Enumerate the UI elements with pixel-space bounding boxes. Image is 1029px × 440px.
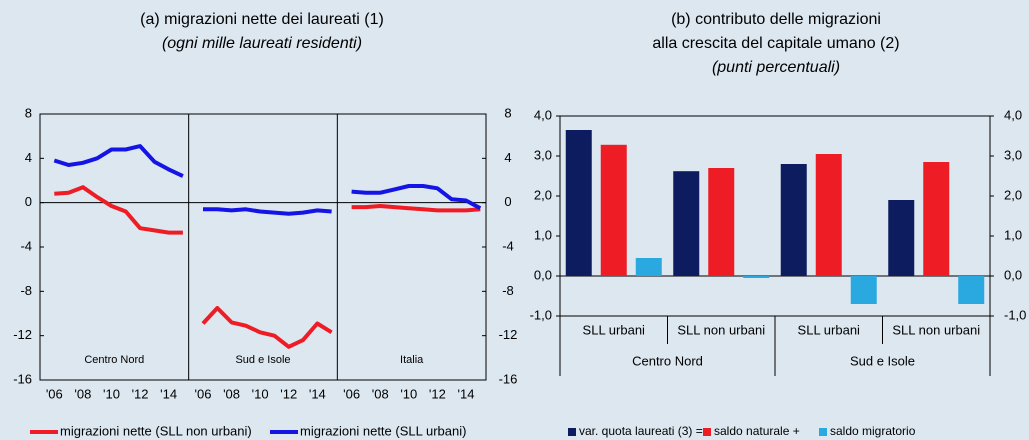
chart-title: alla crescita del capitale umano (2) — [652, 35, 899, 52]
legend-swatch — [819, 428, 827, 436]
line-series — [351, 204, 481, 213]
y-tick-label: 0,0 — [534, 267, 552, 282]
x-tick-label: '08 — [223, 386, 240, 401]
legend-label: saldo naturale + — [714, 424, 800, 438]
chart-title: (a) migrazioni nette dei laureati (1) — [140, 11, 384, 28]
y2-tick-label: 4 — [504, 150, 511, 165]
y2-tick-label: -4 — [502, 238, 514, 253]
bar — [815, 154, 842, 276]
y2-tick-label: 4,0 — [1004, 107, 1022, 122]
panel-label: Sud e Isole — [235, 354, 290, 366]
bar — [635, 258, 662, 276]
x-tick-label: SLL urbani — [583, 322, 646, 337]
x-tick-label: '12 — [429, 386, 446, 401]
legend-label: migrazioni nette (SLL urbani) — [300, 423, 466, 438]
x-tick-label: '14 — [309, 386, 326, 401]
x-tick-label: '12 — [280, 386, 297, 401]
legend-swatch — [703, 428, 711, 436]
line-series — [351, 184, 482, 210]
y2-tick-label: -8 — [502, 283, 514, 298]
x-tick-label: '10 — [103, 386, 120, 401]
x-tick-label: SLL non urbani — [677, 322, 765, 337]
bar — [850, 276, 877, 304]
line-series — [54, 185, 183, 235]
y2-tick-label: -16 — [499, 371, 518, 386]
x-tick-label: SLL non urbani — [892, 322, 980, 337]
x-tick-label: '06 — [46, 386, 63, 401]
x-tick-label: '12 — [132, 386, 149, 401]
legend-label: migrazioni nette (SLL non urbani) — [60, 423, 252, 438]
legend-label: var. quota laureati (3) = — [579, 424, 703, 438]
bar — [780, 164, 807, 276]
bar — [743, 276, 770, 278]
y2-tick-label: -1,0 — [1004, 307, 1026, 322]
panel-label: Italia — [400, 354, 424, 366]
y-tick-label: -8 — [20, 283, 32, 298]
y-tick-label: 4 — [25, 150, 32, 165]
bar — [673, 171, 700, 276]
bar — [708, 168, 735, 276]
line-series — [203, 207, 332, 216]
y2-tick-label: 2,0 — [1004, 187, 1022, 202]
x-tick-label: '08 — [372, 386, 389, 401]
bar — [888, 200, 915, 276]
x-tick-label: '06 — [343, 386, 360, 401]
y-tick-label: 1,0 — [534, 227, 552, 242]
panel-label: Centro Nord — [84, 354, 144, 366]
y-tick-label: 0 — [25, 194, 32, 209]
x-tick-label: '08 — [74, 386, 91, 401]
x-tick-label: '14 — [160, 386, 177, 401]
x-tick-label: '06 — [194, 386, 211, 401]
bar — [958, 276, 985, 304]
y2-tick-label: 1,0 — [1004, 227, 1022, 242]
x-tick-label: '14 — [458, 386, 475, 401]
y2-tick-label: 0 — [504, 194, 511, 209]
chart-title: (b) contributo delle migrazioni — [671, 11, 881, 28]
y2-tick-label: 8 — [504, 105, 511, 120]
y-tick-label: -16 — [13, 371, 32, 386]
x-tick-label: '10 — [400, 386, 417, 401]
y-tick-label: 3,0 — [534, 147, 552, 162]
y-tick-label: -12 — [13, 327, 32, 342]
y-tick-label: -1,0 — [530, 307, 552, 322]
group-label: Sud e Isole — [850, 353, 915, 368]
x-tick-label: '10 — [252, 386, 269, 401]
y2-tick-label: 0,0 — [1004, 267, 1022, 282]
line-series — [201, 306, 333, 349]
bar — [565, 130, 592, 276]
bar — [923, 162, 950, 276]
legend-swatch — [568, 428, 576, 436]
group-label: Centro Nord — [632, 353, 703, 368]
y-tick-label: 8 — [25, 105, 32, 120]
legend-label: saldo migratorio — [830, 424, 916, 438]
y-tick-label: 2,0 — [534, 187, 552, 202]
bar — [600, 144, 627, 276]
x-tick-label: SLL urbani — [798, 322, 861, 337]
line-series — [53, 144, 184, 178]
y-tick-label: -4 — [20, 238, 32, 253]
y2-tick-label: 3,0 — [1004, 147, 1022, 162]
y-tick-label: 4,0 — [534, 107, 552, 122]
y2-tick-label: -12 — [499, 327, 518, 342]
chart-subtitle: (punti percentuali) — [712, 59, 840, 76]
chart-subtitle: (ogni mille laureati residenti) — [162, 35, 362, 52]
